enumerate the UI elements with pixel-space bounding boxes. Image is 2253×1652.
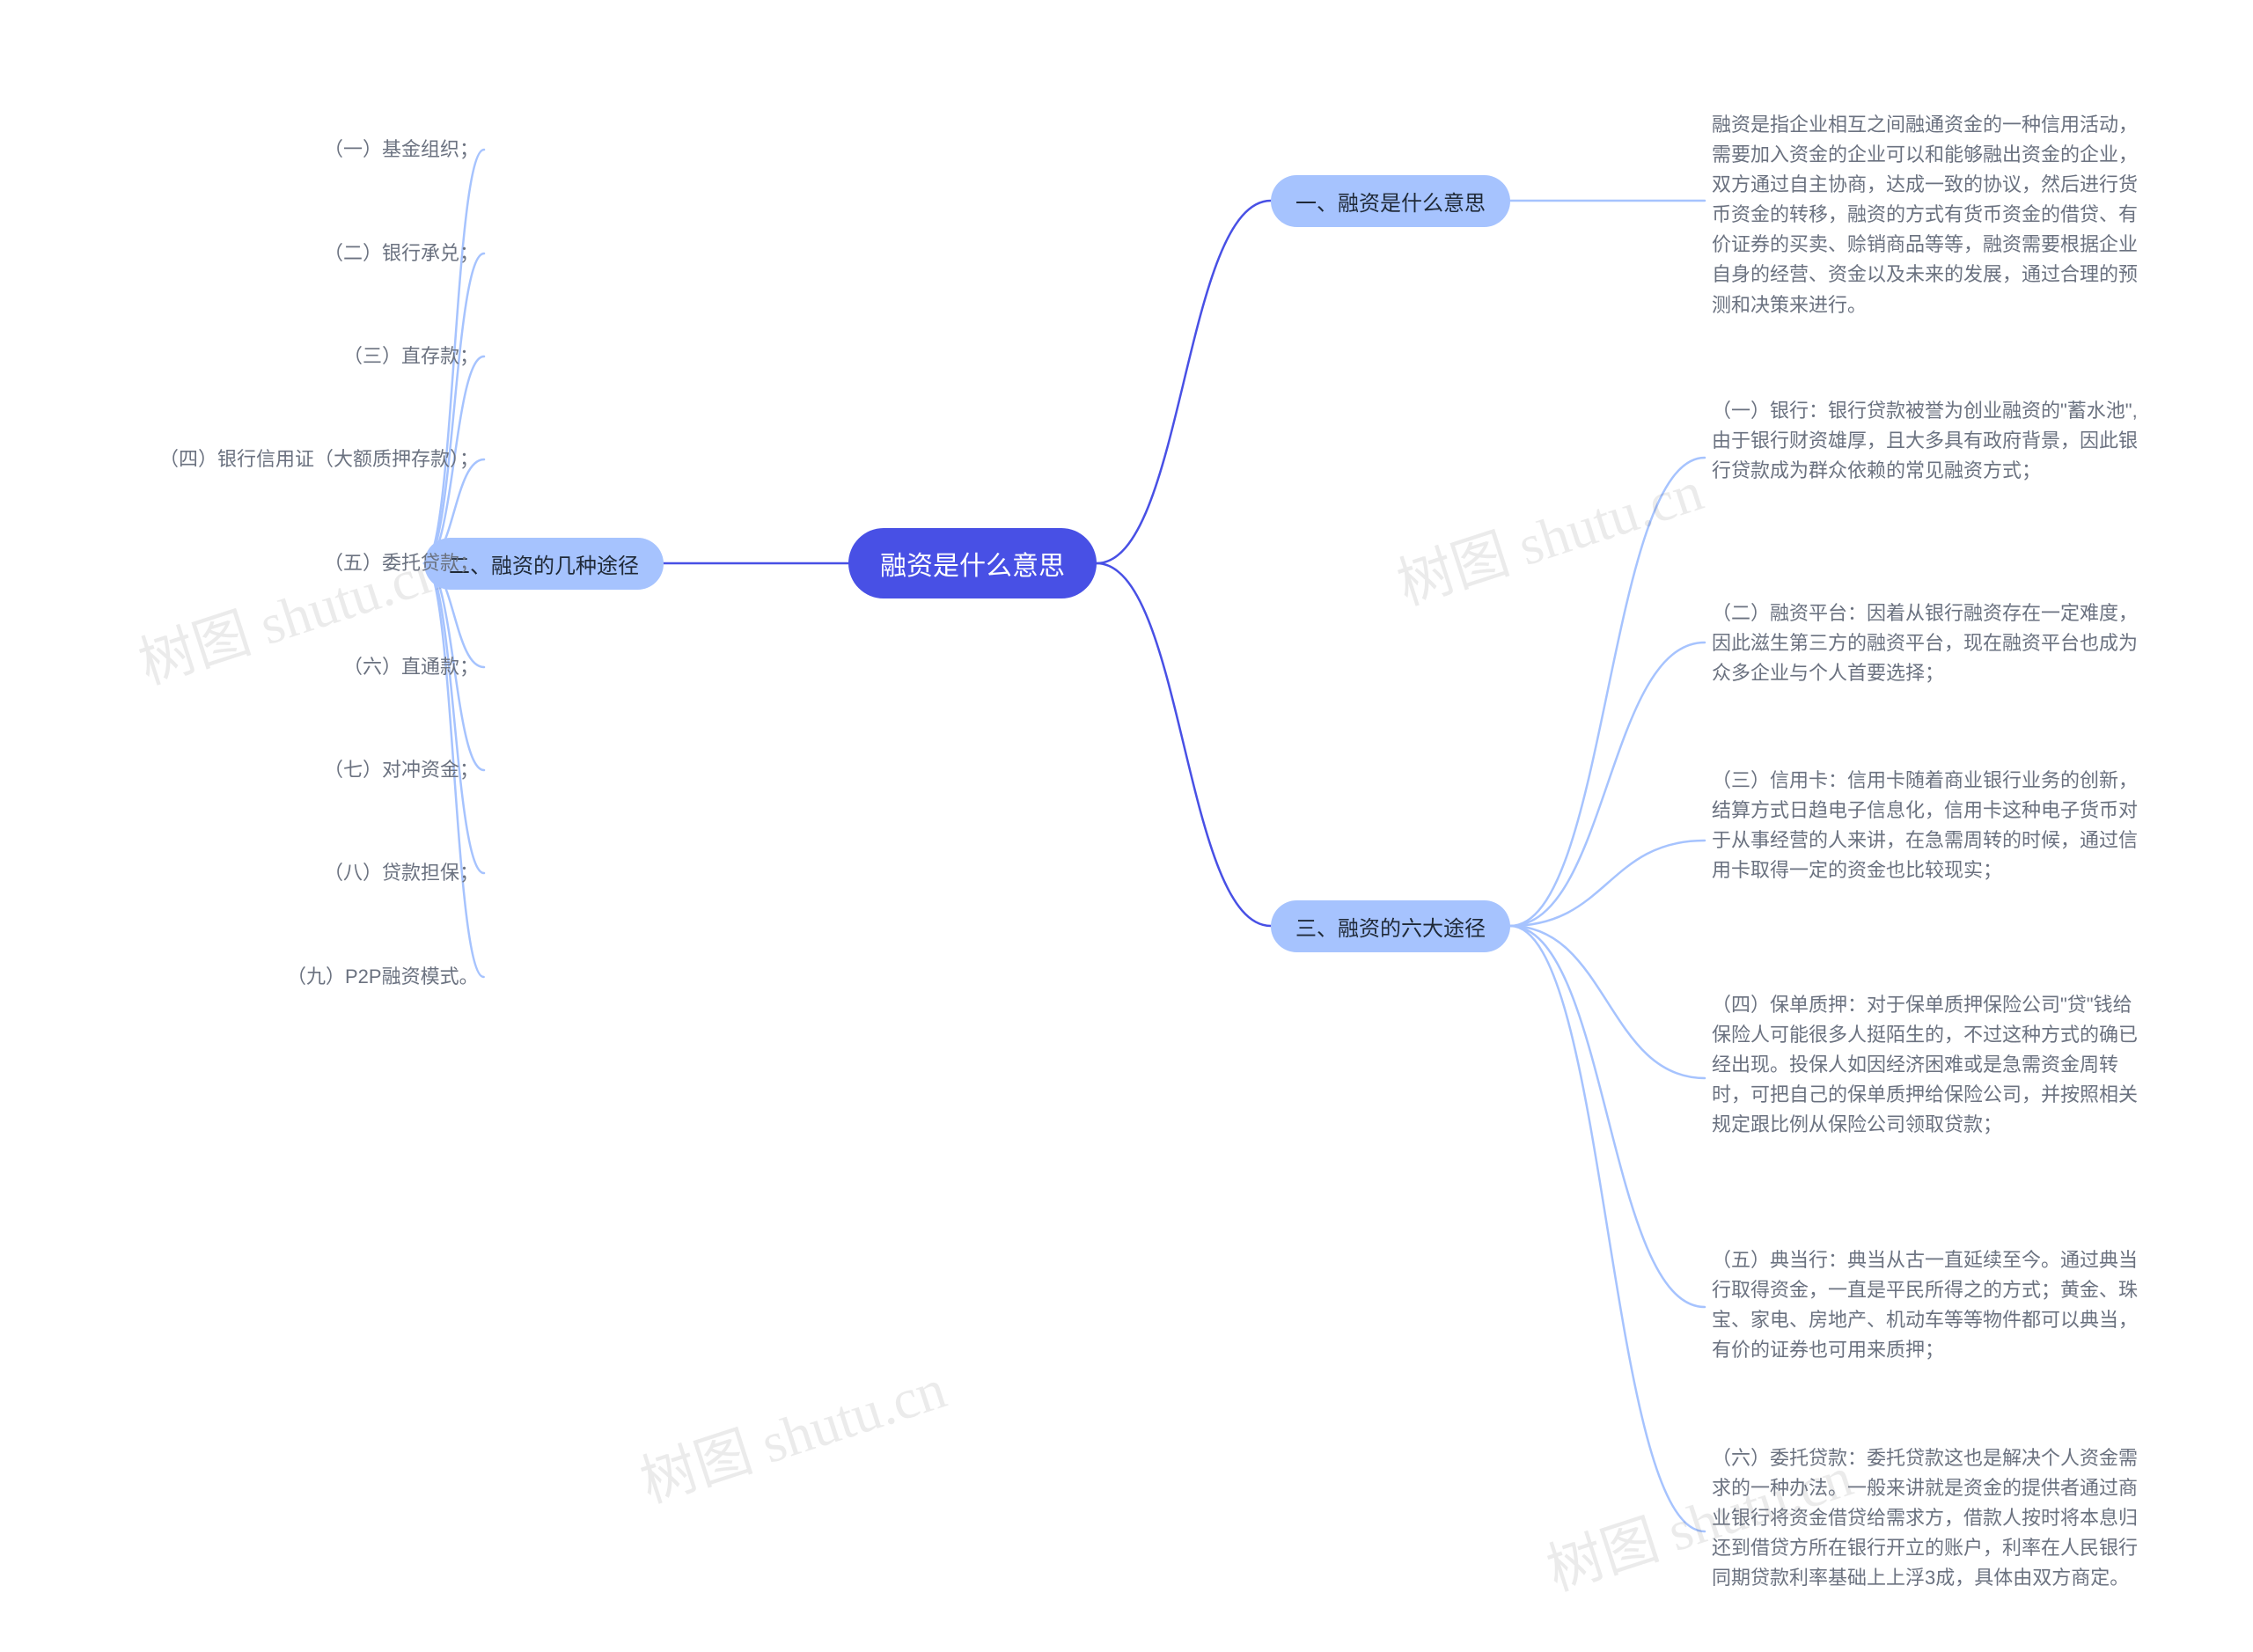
section2-item-2: （二）银行承兑；: [324, 239, 479, 268]
section3-item-5: （五）典当行：典当从古一直延续至今。通过典当行取得资金，一直是平民所得之的方式；…: [1712, 1245, 2143, 1365]
section3-item-6: （六）委托贷款：委托贷款这也是解决个人资金需求的一种办法。一般来讲就是资金的提供…: [1712, 1443, 2143, 1593]
branch-node-section1[interactable]: 一、融资是什么意思: [1271, 175, 1510, 227]
section2-item-1: （一）基金组织；: [324, 135, 479, 165]
section3-item-1: （一）银行：银行贷款被誉为创业融资的"蓄水池",由于银行财资雄厚，且大多具有政府…: [1712, 396, 2143, 486]
watermark-2: 树图 shutu.cn: [1386, 446, 1712, 620]
branch-node-section3[interactable]: 三、融资的六大途径: [1271, 900, 1510, 952]
section2-item-9: （九）P2P融资模式。: [287, 962, 479, 992]
center-node[interactable]: 融资是什么意思: [848, 528, 1097, 598]
section2-item-7: （七）对冲资金；: [324, 755, 479, 785]
section3-item-3: （三）信用卡：信用卡随着商业银行业务的创新，结算方式日趋电子信息化，信用卡这种电…: [1712, 766, 2143, 885]
section2-item-8: （八）贷款担保；: [324, 858, 479, 888]
section3-item-4: （四）保单质押：对于保单质押保险公司"贷"钱给保险人可能很多人挺陌生的，不过这种…: [1712, 990, 2143, 1140]
section2-item-6: （六）直通款；: [343, 652, 479, 682]
section2-item-5: （五）委托贷款；: [324, 548, 479, 578]
section3-item-2: （二）融资平台：因着从银行融资存在一定难度，因此滋生第三方的融资平台，现在融资平…: [1712, 598, 2143, 688]
section2-item-4: （四）银行信用证（大额质押存款）；: [159, 444, 479, 474]
section2-item-3: （三）直存款；: [343, 341, 479, 371]
watermark-3: 树图 shutu.cn: [629, 1344, 955, 1518]
section1-description: 融资是指企业相互之间融通资金的一种信用活动，需要加入资金的企业可以和能够融出资金…: [1712, 110, 2143, 320]
